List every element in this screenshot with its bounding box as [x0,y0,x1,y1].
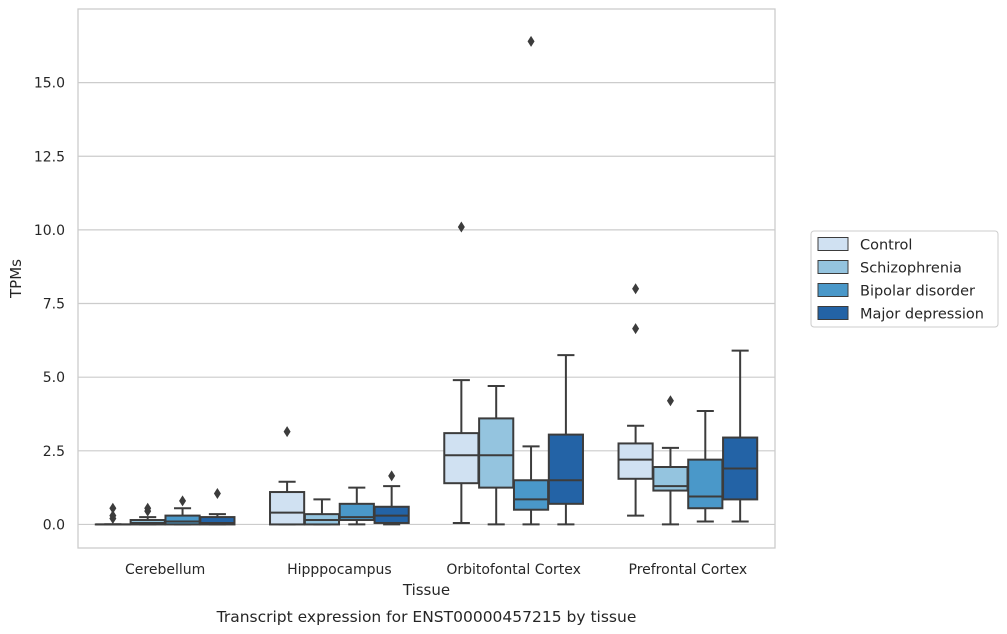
box-iqr [547,433,584,505]
outlier-point [527,35,535,47]
box-0-0 [94,502,131,526]
box-3-3 [722,349,759,523]
box-3-2 [687,410,724,523]
box-iqr [512,479,550,511]
legend-swatch [817,306,849,320]
y-tick-labels: 0.0 2.5 5.0 7.5 10.0 12.5 15.0 [34,76,65,534]
x-tick-label: Cerebellum [125,562,205,578]
y-axis-label: TPMs [7,259,25,299]
outlier-point [632,283,640,295]
outlier-point [632,323,640,335]
gridlines [78,82,775,526]
y-tick-label: 10.0 [34,223,65,239]
box-iqr [269,491,306,526]
box-iqr [617,442,654,480]
y-tick-label: 7.5 [43,297,65,313]
outlier-point [666,395,674,407]
box-iqr [199,516,236,526]
box-0-3 [199,488,236,526]
box-3-0 [617,283,654,517]
box-2-1 [478,385,515,526]
outlier-point [109,510,117,522]
x-tick-label: Hipppocampus [287,562,392,578]
plot-frame [77,8,776,549]
y-tick-label: 5.0 [43,370,65,386]
box-2-2 [512,35,550,526]
x-tick-label: Prefrontal Cortex [629,562,748,578]
legend-label: Control [860,238,912,254]
legend-label: Schizophrenia [860,261,962,277]
box-series [94,35,759,526]
legend-swatch [817,237,849,251]
x-axis-label: Tissue [402,581,450,599]
legend-swatch [817,283,849,297]
outlier-point [144,502,152,514]
outlier-point [283,426,291,438]
box-3-1 [652,395,689,526]
outlier-point [179,495,187,507]
box-2-0 [443,221,480,524]
outlier-point [109,502,117,514]
legend-label: Bipolar disorder [860,284,975,300]
legend: Control Schizophrenia Bipolar disorder Majo… [810,230,999,328]
box-iqr [687,458,724,510]
box-1-3 [373,470,410,526]
y-tick-label: 0.0 [43,517,65,533]
box-1-0 [269,426,306,526]
box-0-2 [164,495,201,526]
legend-frame [810,230,999,328]
outlier-point [457,221,465,233]
y-tick-label: 12.5 [34,149,65,165]
box-1-1 [303,498,341,526]
figure-caption: Transcript expression for ENST0000045721… [216,608,637,626]
box-1-2 [338,486,375,526]
outlier-point [388,470,396,482]
legend-label: Major depression [860,307,984,323]
legend-swatch [817,260,849,274]
box-iqr [164,514,201,526]
box-2-3 [547,354,584,526]
y-tick-label: 15.0 [34,76,65,92]
y-tick-label: 2.5 [43,444,65,460]
box-iqr [443,432,480,485]
x-tick-label: Orbitofontal Cortex [446,562,581,578]
box-0-1 [129,502,166,526]
x-tick-labels: Cerebellum Hipppocampus Orbitofontal Corte… [125,562,747,578]
outlier-point [213,488,221,500]
box-iqr [478,417,515,489]
